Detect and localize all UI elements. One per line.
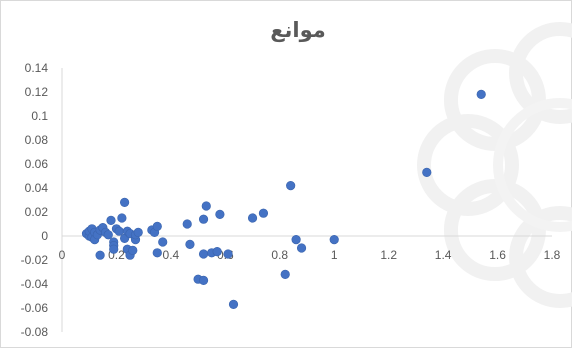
scatter-point [198, 214, 209, 224]
scatter-point [109, 244, 119, 254]
watermark-ornament [417, 22, 572, 308]
x-tick-label: 0.8 [271, 248, 288, 262]
scatter-point [215, 209, 225, 219]
scatter-point [152, 221, 162, 231]
x-tick-label: 1.4 [435, 248, 452, 262]
data-points [81, 89, 486, 310]
scatter-point [296, 243, 307, 253]
y-tick-label: -0.08 [21, 325, 49, 339]
scatter-point [476, 89, 486, 99]
scatter-point [329, 235, 339, 245]
scatter-point [128, 245, 138, 255]
scatter-point [106, 215, 116, 225]
watermark-petal [443, 179, 546, 282]
x-tick-label: 1 [331, 248, 338, 262]
y-tick-label: 0.02 [25, 205, 49, 219]
y-tick-label: 0 [41, 229, 48, 243]
scatter-point [291, 235, 301, 245]
watermark-petal [509, 22, 572, 124]
x-tick-label: 0 [59, 248, 66, 262]
scatter-point [228, 299, 239, 310]
y-tick-label: 0.04 [25, 181, 49, 195]
scatter-point [117, 213, 127, 223]
watermark-core [493, 98, 572, 232]
y-tick-label: 0.06 [25, 157, 49, 171]
x-tick-label: 1.8 [544, 248, 561, 262]
x-tick-label: 0.4 [163, 248, 180, 262]
scatter-point [258, 208, 269, 218]
scatter-point [114, 226, 124, 236]
scatter-point [198, 275, 209, 286]
scatter-point [201, 201, 211, 211]
scatter-point [247, 213, 258, 223]
scatter-point [185, 239, 195, 249]
y-tick-label: 0.14 [25, 61, 49, 75]
x-tick-label: 1.2 [380, 248, 397, 262]
scatter-point [182, 219, 192, 229]
scatter-point [286, 181, 296, 191]
scatter-point [95, 250, 105, 260]
plot-area [61, 68, 552, 332]
y-tick-label: 0.1 [31, 109, 48, 123]
y-tick-label: 0.08 [25, 133, 49, 147]
chart-title: موانع [270, 18, 326, 42]
scatter-point [120, 197, 130, 207]
watermark-petal [443, 48, 546, 151]
y-tick-labels: 0.14 0.12 0.1 0.08 0.06 0.04 0.02 0 -0.02 -0.04 -0… [21, 61, 49, 339]
watermark-petal [509, 206, 572, 308]
scatter-point [103, 230, 113, 240]
y-tick-label: -0.02 [21, 253, 49, 267]
y-tick-label: -0.06 [21, 301, 49, 315]
watermark-petal [417, 114, 519, 216]
x-tick-label: 1.6 [489, 248, 506, 262]
y-tick-label: -0.04 [21, 277, 49, 291]
scatter-point [158, 237, 168, 247]
scatter-point [133, 227, 143, 237]
scatter-point [198, 249, 209, 259]
scatter-point [212, 247, 222, 257]
scatter-point [280, 269, 290, 280]
scatter-point [152, 248, 162, 258]
scatter-point [422, 167, 432, 177]
y-tick-label: 0.12 [25, 85, 49, 99]
scatter-point [223, 249, 233, 259]
